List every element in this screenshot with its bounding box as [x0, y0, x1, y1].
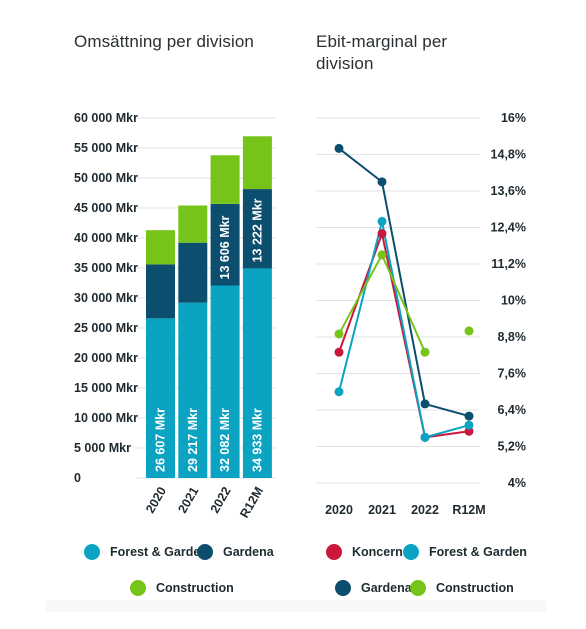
bar-y-tick-label: 60 000 Mkr: [74, 111, 138, 125]
bar-x-tick-label: 2020: [143, 484, 169, 515]
bar-segment-gardena: [146, 264, 175, 319]
bar-segment-gardena: [210, 203, 240, 286]
bar-y-tick-label: 40 000 Mkr: [74, 231, 138, 245]
bar-segment-forest-garden: [242, 268, 272, 478]
point-forest-garden: [334, 387, 344, 397]
bar-segment-gardena: [242, 189, 272, 269]
bar-segment-forest-garden: [146, 318, 175, 478]
series-line-gardena: [381, 181, 426, 405]
bar-y-tick-label: 10 000 Mkr: [74, 411, 138, 425]
line-y-tick-label: 12,4%: [491, 221, 526, 235]
bar-x-tick-label: 2021: [175, 484, 201, 515]
bar-y-tick-label: 15 000 Mkr: [74, 381, 138, 395]
series-line-gardena: [424, 402, 470, 418]
line-chart-title: Ebit-marginal per division: [316, 32, 448, 73]
bar-segment-forest-garden: [210, 285, 240, 478]
bar-value-label: 34 933 Mkr: [250, 408, 264, 472]
bar-y-tick-label: 25 000 Mkr: [74, 321, 138, 335]
bar-segment-construction: [210, 155, 240, 204]
line-y-tick-label: 5,2%: [498, 440, 527, 454]
line-y-tick-label: 16%: [501, 111, 526, 125]
legend-item-koncern: Koncern: [326, 544, 403, 560]
legend-label: Forest & Garden: [429, 545, 527, 559]
line-y-tick-label: 13,6%: [491, 184, 526, 198]
legend-dot-koncern: [326, 544, 342, 560]
legend-label: Construction: [156, 581, 234, 595]
bar-segment-construction: [242, 136, 272, 190]
point-gardena: [334, 143, 344, 153]
series-line-forest-garden: [381, 221, 426, 438]
bar-segment-construction: [146, 230, 175, 265]
point-forest-garden: [420, 432, 430, 442]
bar-segment-forest-garden: [178, 302, 208, 478]
line-y-tick-label: 10%: [501, 294, 526, 308]
bar-value-label: 32 082 Mkr: [218, 408, 232, 472]
bar-y-tick-label: 20 000 Mkr: [74, 351, 138, 365]
point-koncern: [334, 347, 344, 357]
line-y-tick-label: 4%: [508, 476, 526, 490]
legend-dot-forest-garden: [403, 544, 419, 560]
bar-y-tick-label: 45 000 Mkr: [74, 201, 138, 215]
legend-item-forest-garden-line: Forest & Garden: [403, 544, 527, 560]
point-construction: [334, 329, 344, 339]
line-x-tick-label: 2021: [368, 503, 396, 517]
legend-dot-construction: [130, 580, 146, 596]
line-y-tick-label: 11,2%: [491, 257, 526, 271]
line-x-tick-label: R12M: [452, 503, 485, 517]
line-y-tick-label: 14,8%: [491, 148, 526, 162]
point-forest-garden: [464, 420, 474, 430]
point-gardena: [464, 411, 474, 421]
bar-segment-construction: [178, 205, 208, 243]
series-line-gardena: [338, 147, 383, 183]
series-line-forest-garden: [338, 221, 383, 392]
bar-y-tick-label: 0: [74, 471, 81, 485]
legend-item-forest-garden: Forest & Garden: [84, 544, 208, 560]
bar-segment-gardena: [178, 242, 208, 303]
legend-item-construction-line: Construction: [410, 580, 514, 596]
bar-y-tick-label: 35 000 Mkr: [74, 261, 138, 275]
point-gardena: [377, 177, 387, 187]
bar-value-label: 13 606 Mkr: [218, 215, 232, 279]
legend-item-construction: Construction: [130, 580, 234, 596]
bar-y-tick-label: 30 000 Mkr: [74, 291, 138, 305]
legend-label: Construction: [436, 581, 514, 595]
legend-item-gardena: Gardena: [197, 544, 274, 560]
legend-dot-gardena: [197, 544, 213, 560]
series-line-construction: [381, 254, 426, 353]
legend-label: Gardena: [223, 545, 274, 559]
line-x-tick-label: 2022: [411, 503, 439, 517]
line-y-tick-label: 7,6%: [498, 367, 527, 381]
line-x-tick-label: 2020: [325, 503, 353, 517]
series-line-forest-garden: [424, 424, 470, 439]
point-construction: [420, 347, 430, 357]
legend-dot-gardena: [335, 580, 351, 596]
point-construction: [464, 326, 474, 336]
legend-label: Forest & Garden: [110, 545, 208, 559]
bar-value-label: 29 217 Mkr: [186, 408, 200, 472]
line-y-tick-label: 8,8%: [498, 330, 527, 344]
series-line-construction: [338, 254, 383, 335]
bar-chart-title: Omsättning per division: [74, 32, 254, 51]
bar-x-tick-label: 2022: [208, 484, 234, 515]
bar-value-label: 26 607 Mkr: [154, 408, 168, 472]
bar-x-tick-label: R12M: [237, 485, 266, 521]
point-gardena: [420, 399, 430, 409]
bar-y-tick-label: 5 000 Mkr: [74, 441, 131, 455]
point-forest-garden: [377, 216, 387, 226]
legend-dot-forest-garden: [84, 544, 100, 560]
bar-value-label: 13 222 Mkr: [250, 198, 264, 262]
legend-item-gardena-line: Gardena: [335, 580, 412, 596]
footer-strip: [46, 600, 546, 612]
point-koncern: [377, 229, 387, 239]
bar-y-tick-label: 50 000 Mkr: [74, 171, 138, 185]
line-y-tick-label: 6,4%: [498, 403, 527, 417]
legend-label: Gardena: [361, 581, 412, 595]
legend-dot-construction: [410, 580, 426, 596]
point-construction: [377, 250, 387, 260]
legend-label: Koncern: [352, 545, 403, 559]
bar-y-tick-label: 55 000 Mkr: [74, 141, 138, 155]
